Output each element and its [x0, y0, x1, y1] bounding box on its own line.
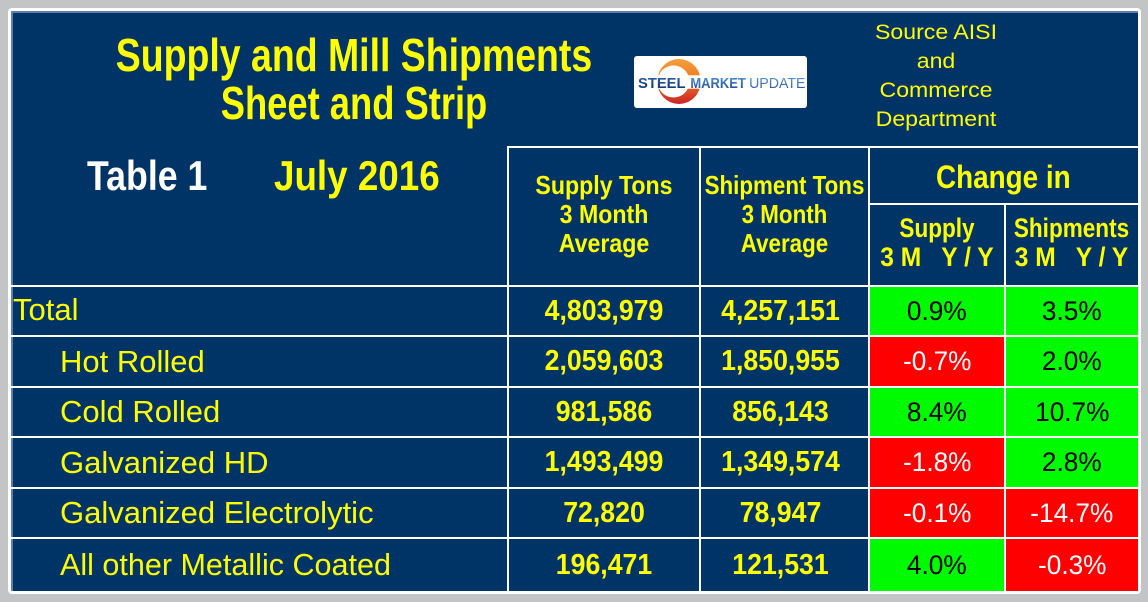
svg-text:UPDATE: UPDATE: [749, 76, 806, 92]
svg-text:STEEL: STEEL: [638, 76, 686, 92]
svg-text:MARKET: MARKET: [690, 76, 746, 92]
